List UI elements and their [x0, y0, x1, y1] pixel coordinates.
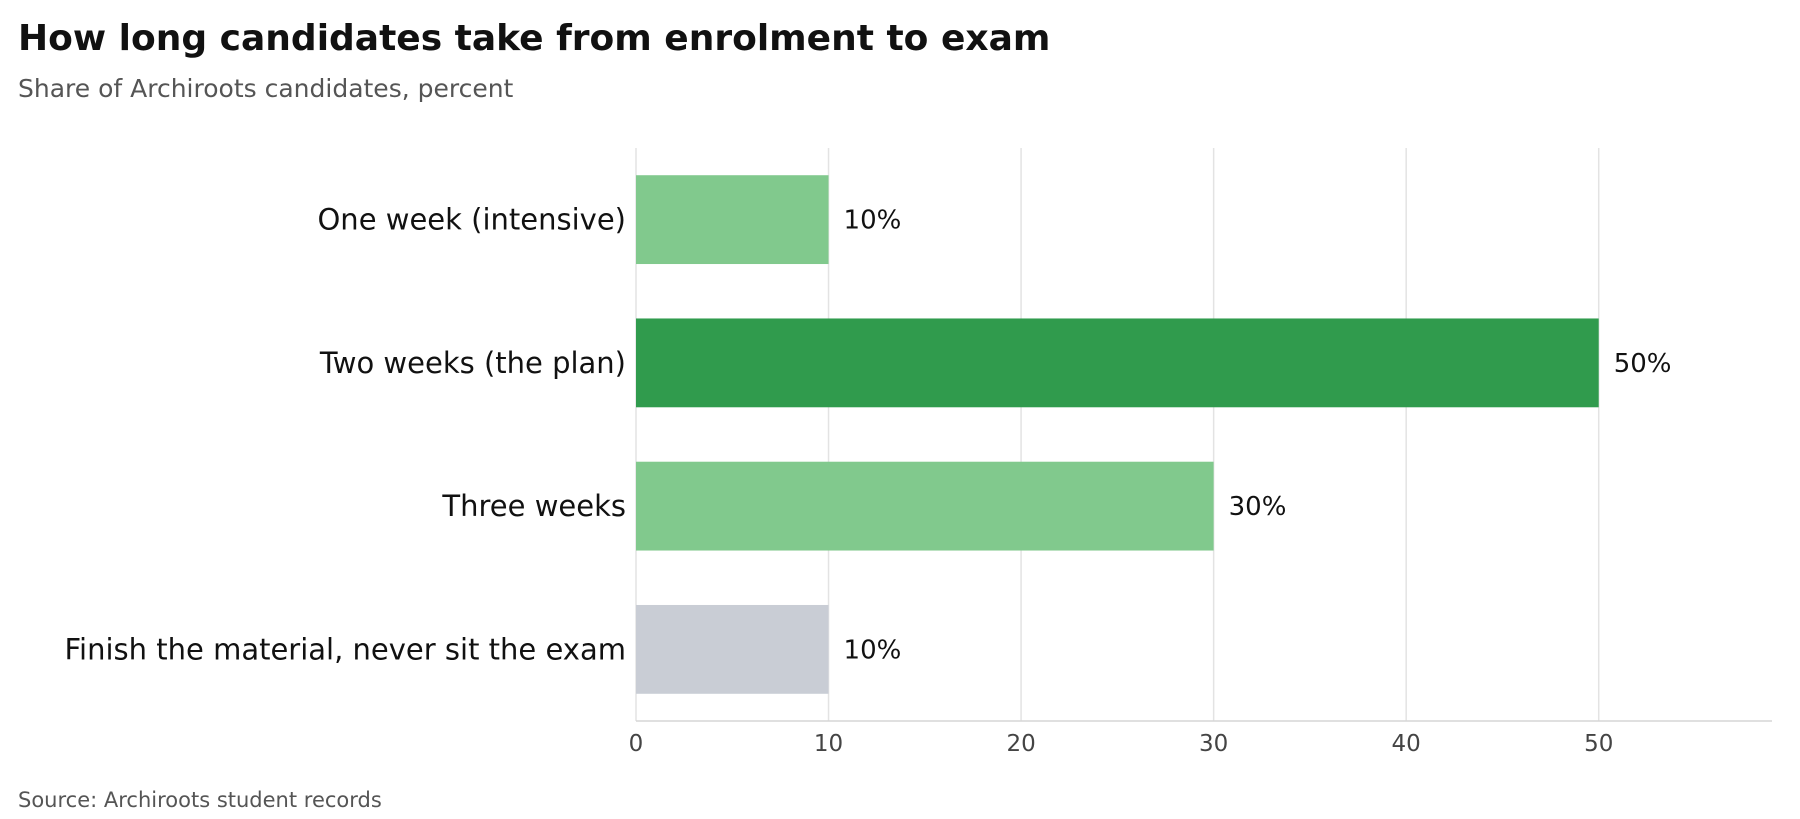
chart-title: How long candidates take from enrolment …: [18, 18, 1051, 59]
chart-subtitle: Share of Archiroots candidates, percent: [18, 74, 514, 103]
x-tick-label-50: 50: [1584, 731, 1613, 757]
category-label-1: One week (intensive): [317, 203, 626, 237]
bar-4: [636, 604, 829, 694]
x-tick-label-40: 40: [1392, 731, 1421, 757]
bar-1: [636, 175, 829, 265]
x-tick-label-0: 0: [629, 731, 644, 757]
value-label-3: 30%: [1229, 492, 1287, 522]
bar-3: [636, 461, 1214, 551]
value-label-4: 10%: [844, 635, 902, 665]
category-label-4: Finish the material, never sit the exam: [64, 632, 626, 666]
value-label-2: 50%: [1614, 349, 1672, 379]
bar-2: [636, 318, 1599, 408]
x-tick-label-30: 30: [1199, 731, 1228, 757]
value-label-1: 10%: [844, 206, 902, 236]
category-label-2: Two weeks (the plan): [319, 346, 626, 380]
chart-source: Source: Archiroots student records: [18, 788, 382, 812]
x-tick-label-10: 10: [814, 731, 843, 757]
category-label-3: Three weeks: [441, 489, 626, 523]
x-tick-label-20: 20: [1006, 731, 1035, 757]
